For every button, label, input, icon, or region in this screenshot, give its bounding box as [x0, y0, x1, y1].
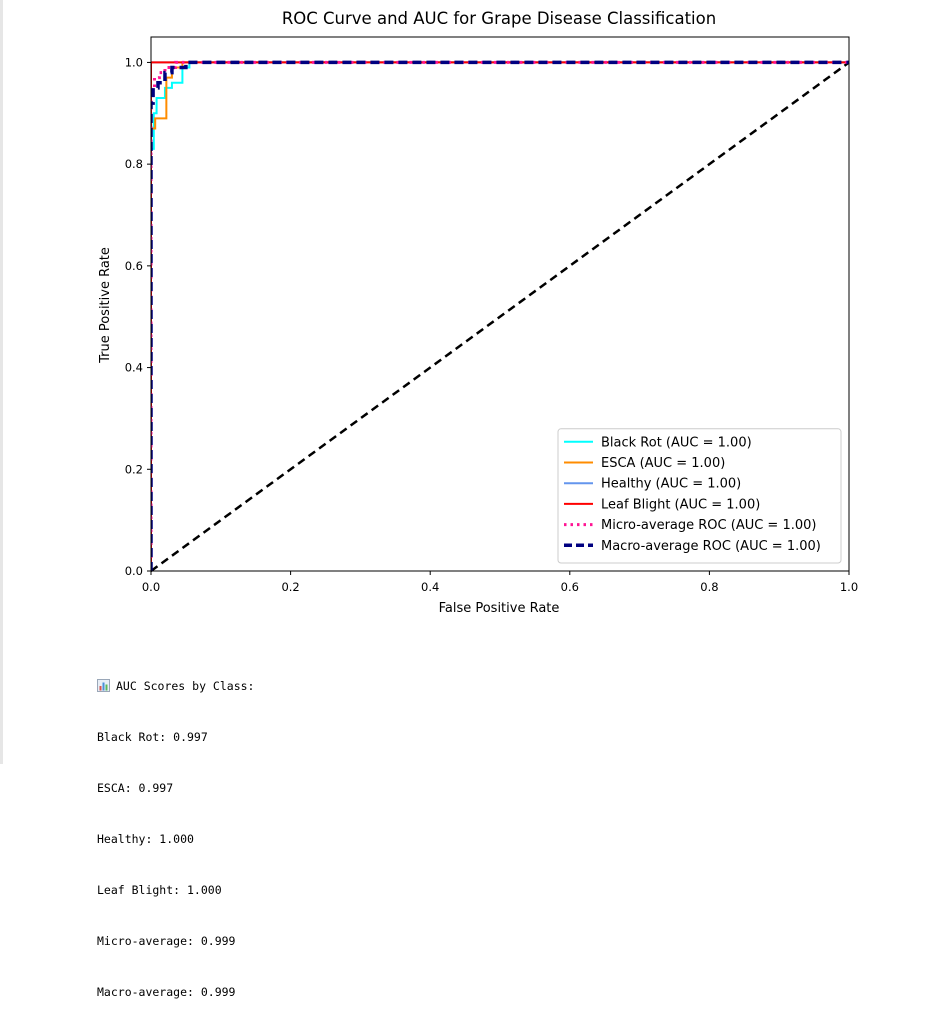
- legend-label-5: Macro-average ROC (AUC = 1.00): [601, 539, 821, 554]
- x-tick-label: 0.2: [281, 580, 299, 594]
- legend-label-3: Leaf Blight (AUC = 1.00): [601, 497, 760, 512]
- chart-title: ROC Curve and AUC for Grape Disease Clas…: [282, 9, 716, 28]
- output-line-micro-average: Micro-average: 0.999: [97, 934, 236, 948]
- y-tick-label: 0.4: [125, 361, 143, 375]
- output-line-leaf-blight: Leaf Blight: 1.000: [97, 883, 222, 897]
- series-line-5: [151, 60, 849, 571]
- x-axis-ticks: 0.0 0.2 0.4 0.6 0.8 1.0: [142, 571, 858, 594]
- legend-label-2: Healthy (AUC = 1.00): [601, 477, 741, 492]
- series-group: [151, 60, 850, 573]
- y-tick-label: 0.8: [125, 157, 143, 171]
- legend: Black Rot (AUC = 1.00) ESCA (AUC = 1.00) H…: [557, 428, 842, 564]
- legend-label-4: Micro-average ROC (AUC = 1.00): [601, 518, 816, 533]
- bar-chart-icon: [97, 679, 110, 692]
- y-axis-label: True Positive Rate: [98, 247, 113, 364]
- plot-frame: [150, 36, 850, 572]
- legend-label-1: ESCA (AUC = 1.00): [601, 456, 725, 471]
- notebook-gutter: [0, 0, 3, 764]
- plot-area: [150, 36, 850, 573]
- cell-output: AUC Scores by Class: Black Rot: 0.997 ES…: [97, 644, 254, 1018]
- y-tick-label: 1.0: [125, 55, 143, 69]
- output-line-black-rot: Black Rot: 0.997: [97, 730, 208, 744]
- legend-box: [557, 428, 842, 564]
- y-tick-label: 0.2: [125, 462, 143, 476]
- legend-label-0: Black Rot (AUC = 1.00): [601, 435, 752, 450]
- output-line-healthy: Healthy: 1.000: [97, 832, 194, 846]
- x-axis-label: False Positive Rate: [439, 601, 560, 616]
- y-tick-label: 0.0: [125, 564, 143, 578]
- roc-chart: ROC Curve and AUC for Grape Disease Clas…: [98, 9, 858, 616]
- x-tick-label: 0.0: [142, 580, 160, 594]
- output-line-macro-average: Macro-average: 0.999: [97, 985, 236, 999]
- y-tick-label: 0.6: [125, 259, 143, 273]
- x-tick-label: 1.0: [840, 580, 858, 594]
- reference-diagonal-line: [151, 61, 850, 573]
- x-tick-label: 0.8: [700, 580, 718, 594]
- output-heading-line: AUC Scores by Class:: [97, 678, 254, 695]
- x-tick-label: 0.4: [421, 580, 439, 594]
- output-line-esca: ESCA: 0.997: [97, 781, 174, 795]
- y-axis-ticks: 0.0 0.2 0.4 0.6 0.8 1.0: [125, 55, 151, 578]
- output-heading: AUC Scores by Class:: [116, 679, 255, 693]
- x-tick-label: 0.6: [561, 580, 579, 594]
